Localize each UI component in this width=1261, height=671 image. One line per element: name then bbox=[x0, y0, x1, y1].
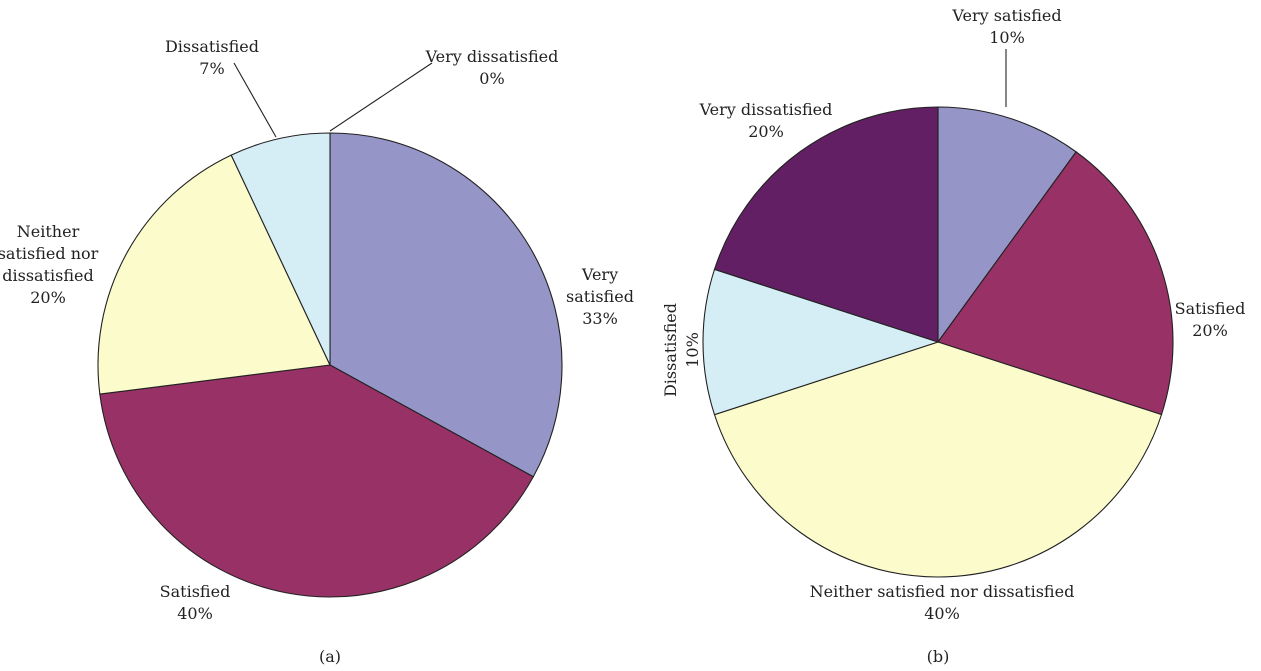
pie-b-label-2: Neither satisfied nor dissatisfied 40% bbox=[810, 582, 1075, 623]
pie-a-label-4: Very dissatisfied 0% bbox=[425, 47, 559, 88]
pie-a-label-3: Dissatisfied 7% bbox=[165, 37, 259, 78]
pie-b-slice-1 bbox=[937, 151, 1174, 416]
pie-a-label-2: Neither satisfied nor dissatisfied 20% bbox=[0, 222, 99, 307]
pie-b-label-1: Satisfied 20% bbox=[1175, 299, 1246, 340]
pie-a-label-1: Satisfied 40% bbox=[160, 582, 231, 623]
pie-b-slice-4 bbox=[713, 106, 939, 343]
panel-label-b: (b) bbox=[927, 647, 950, 666]
pie-a-slice-0 bbox=[329, 132, 563, 478]
pie-b-label-3: Dissatisfied 10% bbox=[661, 303, 702, 397]
pie-a-slice-3 bbox=[230, 132, 331, 366]
pie-a-leader-4 bbox=[329, 62, 433, 132]
pie-a-leader-3 bbox=[233, 62, 277, 138]
pie-b-slice-3 bbox=[702, 268, 940, 416]
pie-b-slice-0 bbox=[937, 106, 1077, 344]
pie-a-label-0: Very satisfied 33% bbox=[566, 265, 634, 328]
pie-b-slice-2 bbox=[713, 341, 1163, 578]
pie-chart-a: Very satisfied 33% Satisfied 40% Neither satis… bbox=[0, 37, 634, 623]
pie-a-slice-2 bbox=[97, 154, 331, 395]
panel-label-a: (a) bbox=[319, 647, 341, 666]
pie-chart-b: Very satisfied 10% Satisfied 20% Neither sat… bbox=[661, 6, 1245, 623]
pie-b-label-0: Very satisfied 10% bbox=[951, 6, 1061, 47]
pie-a-slice-1 bbox=[99, 364, 535, 598]
pie-b-label-4: Very dissatisfied 20% bbox=[699, 100, 833, 141]
